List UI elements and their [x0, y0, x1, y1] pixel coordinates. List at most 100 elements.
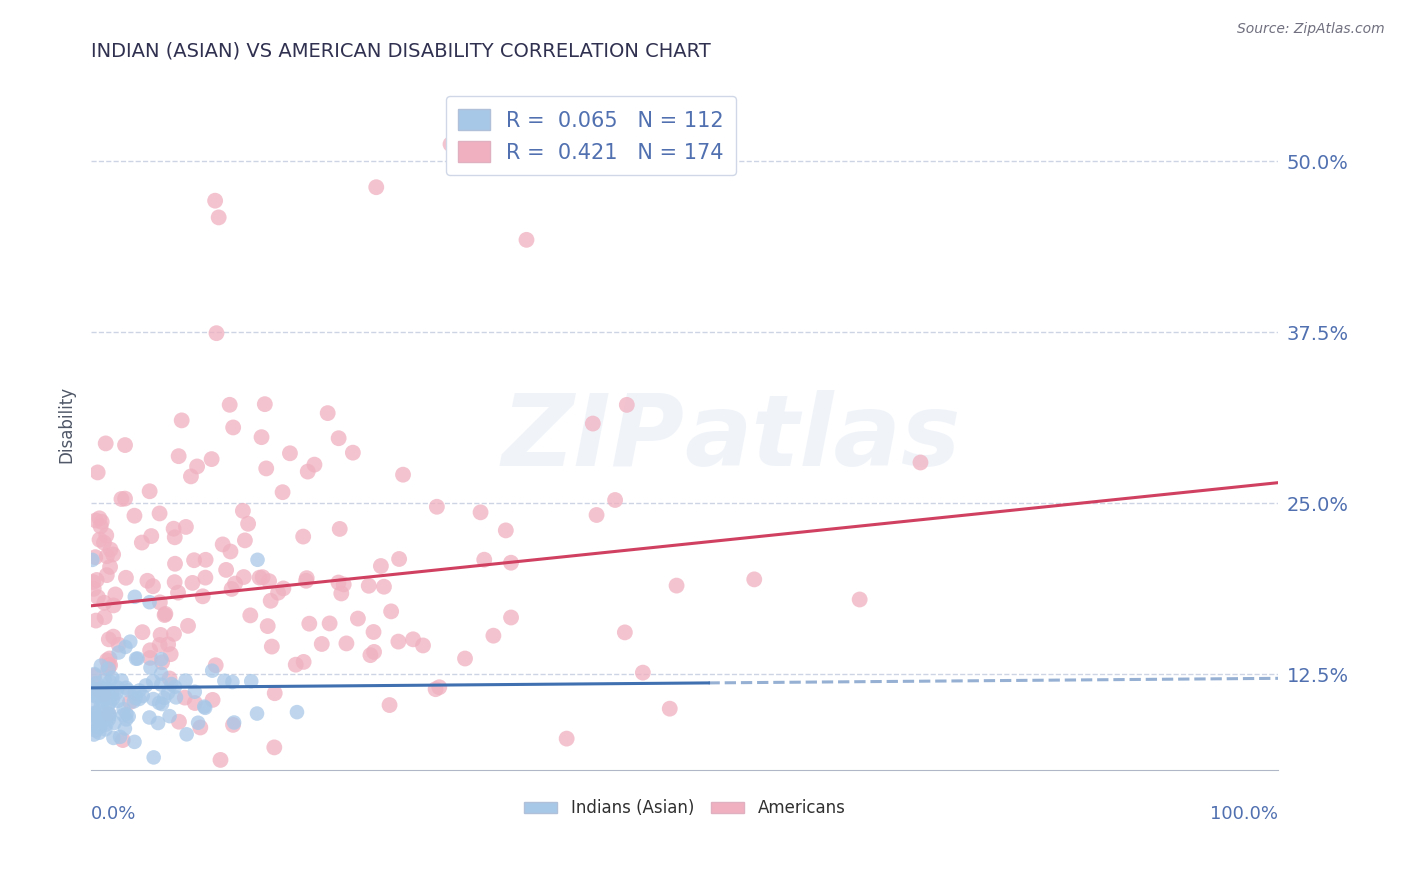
Point: [86, 681, 108, 696]
Point: [148, 507, 170, 521]
Point: [124, 686, 146, 700]
Point: [335, 636, 357, 650]
Point: [515, 233, 537, 247]
Point: [149, 638, 172, 652]
Point: [103, 599, 125, 613]
Point: [157, 686, 180, 700]
Point: [252, 570, 274, 584]
Point: [330, 586, 353, 600]
Point: [254, 461, 277, 475]
Point: [658, 701, 681, 715]
Point: [240, 674, 263, 689]
Point: [318, 616, 340, 631]
Point: [84, 513, 107, 527]
Text: 100.0%: 100.0%: [1211, 805, 1278, 822]
Text: INDIAN (ASIAN) VS AMERICAN DISABILITY CORRELATION CHART: INDIAN (ASIAN) VS AMERICAN DISABILITY CO…: [91, 42, 711, 61]
Point: [93, 596, 115, 610]
Point: [298, 616, 321, 631]
Point: [273, 582, 295, 596]
Point: [184, 696, 207, 710]
Point: [246, 706, 269, 721]
Point: [392, 467, 415, 482]
Point: [194, 571, 217, 585]
Point: [112, 708, 135, 723]
Point: [208, 211, 231, 225]
Point: [90, 687, 112, 701]
Point: [159, 709, 181, 723]
Point: [271, 485, 294, 500]
Point: [139, 651, 162, 665]
Point: [110, 491, 132, 506]
Point: [97, 698, 120, 712]
Point: [108, 730, 131, 744]
Point: [187, 715, 209, 730]
Point: [249, 571, 271, 585]
Point: [163, 627, 186, 641]
Point: [86, 675, 108, 690]
Point: [260, 640, 283, 654]
Point: [114, 640, 136, 654]
Point: [454, 651, 477, 665]
Point: [90, 658, 112, 673]
Point: [132, 689, 155, 703]
Point: [82, 681, 104, 695]
Point: [97, 662, 120, 676]
Point: [83, 667, 105, 681]
Point: [159, 672, 181, 686]
Point: [167, 714, 190, 729]
Point: [101, 671, 124, 685]
Point: [181, 575, 204, 590]
Point: [87, 687, 110, 701]
Point: [150, 678, 173, 692]
Point: [150, 666, 173, 681]
Point: [111, 733, 134, 747]
Point: [495, 524, 517, 538]
Point: [155, 607, 177, 621]
Point: [83, 669, 105, 683]
Point: [84, 723, 107, 738]
Text: atlas: atlas: [685, 390, 962, 487]
Point: [221, 675, 243, 690]
Point: [107, 694, 129, 708]
Text: Source: ZipAtlas.com: Source: ZipAtlas.com: [1237, 22, 1385, 37]
Point: [115, 681, 138, 695]
Point: [194, 553, 217, 567]
Point: [613, 625, 636, 640]
Point: [387, 634, 409, 648]
Point: [292, 655, 315, 669]
Point: [82, 685, 104, 699]
Point: [118, 709, 141, 723]
Point: [177, 619, 200, 633]
Point: [188, 721, 211, 735]
Point: [373, 580, 395, 594]
Point: [90, 681, 112, 695]
Point: [218, 398, 240, 412]
Point: [90, 699, 112, 714]
Point: [224, 576, 246, 591]
Point: [412, 639, 434, 653]
Point: [316, 406, 339, 420]
Point: [665, 578, 688, 592]
Point: [136, 574, 159, 588]
Point: [96, 717, 118, 731]
Point: [84, 682, 107, 697]
Point: [115, 571, 138, 585]
Point: [83, 684, 105, 698]
Point: [86, 711, 108, 725]
Point: [89, 714, 111, 729]
Point: [257, 574, 280, 589]
Point: [157, 637, 180, 651]
Point: [114, 491, 136, 506]
Point: [138, 484, 160, 499]
Point: [107, 681, 129, 695]
Point: [82, 684, 104, 698]
Point: [96, 682, 118, 697]
Point: [342, 445, 364, 459]
Point: [110, 673, 132, 688]
Point: [163, 557, 186, 571]
Point: [176, 727, 198, 741]
Point: [201, 664, 224, 678]
Point: [124, 590, 146, 604]
Point: [250, 430, 273, 444]
Point: [499, 556, 522, 570]
